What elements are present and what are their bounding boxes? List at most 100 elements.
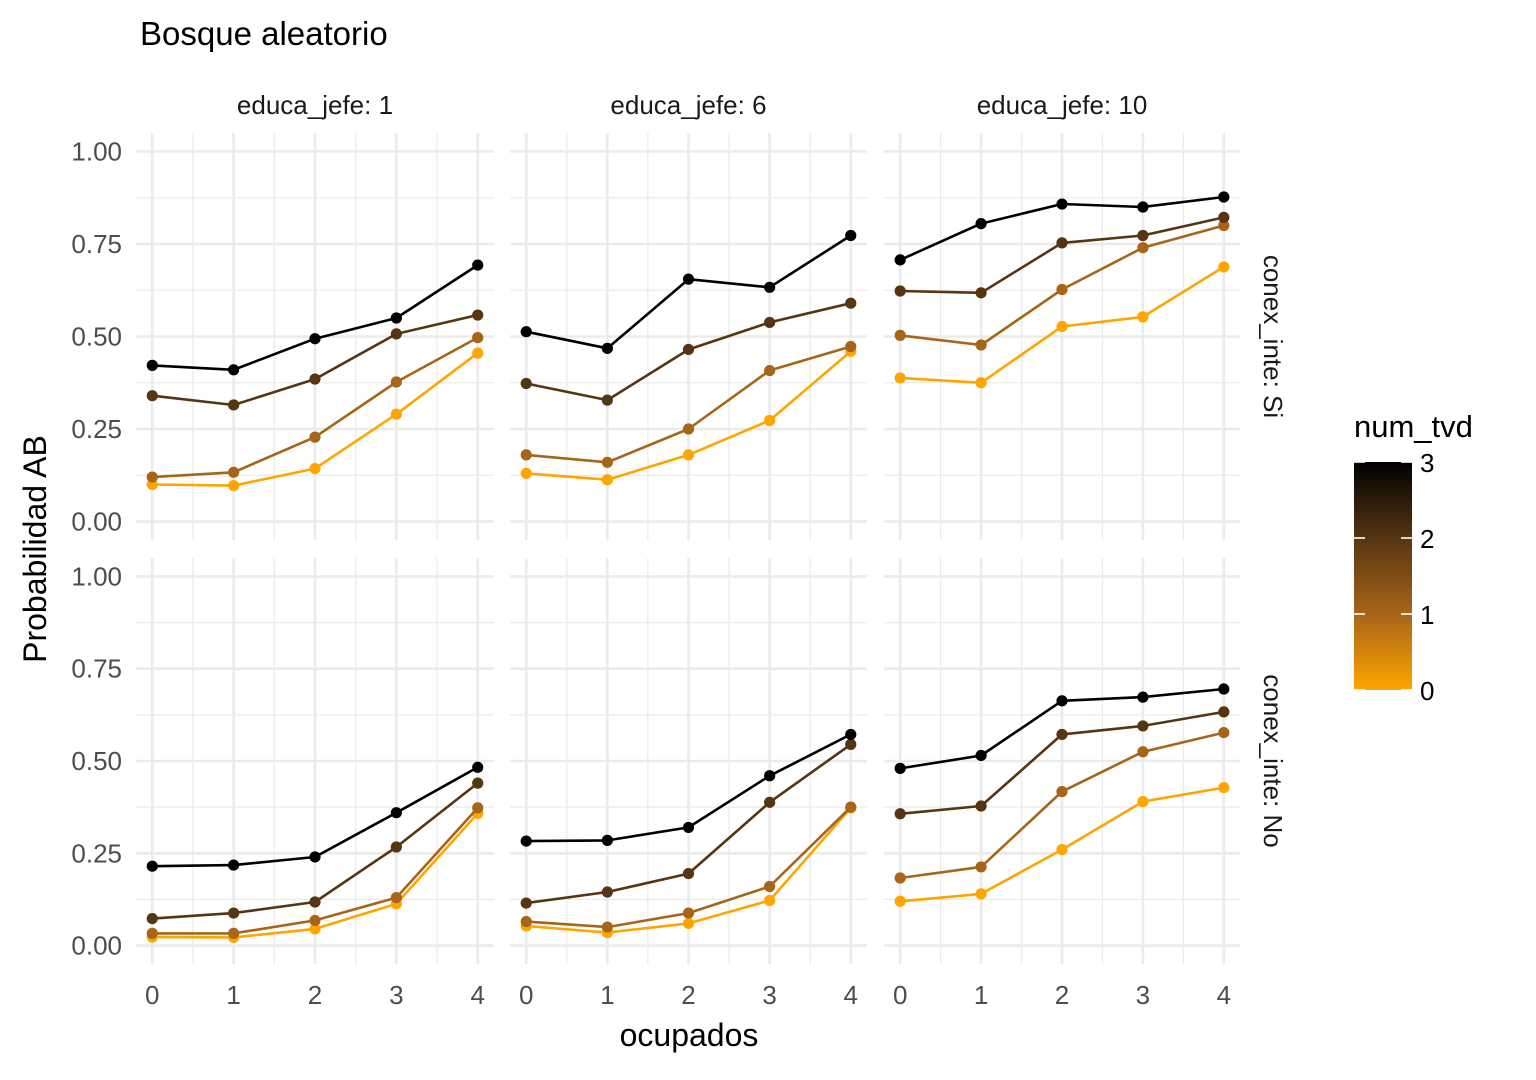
- panel-r0-c2: educa_jefe: 10 conex_inte: Si: [884, 90, 1288, 540]
- data-point: [1056, 695, 1068, 707]
- legend-tick-label: 2: [1420, 524, 1434, 554]
- y-tick-label: 0.50: [71, 746, 122, 776]
- data-point: [682, 273, 695, 285]
- data-point: [601, 342, 613, 354]
- y-tick-label: 0.75: [71, 654, 122, 684]
- data-point: [228, 907, 240, 919]
- data-point: [1218, 219, 1230, 232]
- data-point: [845, 297, 857, 309]
- data-point: [764, 894, 776, 907]
- x-tick-label: 0: [893, 980, 907, 1010]
- data-point: [894, 285, 906, 297]
- x-axis-title: ocupados: [620, 1017, 759, 1053]
- data-point: [764, 316, 776, 329]
- data-point: [472, 802, 484, 814]
- data-point: [975, 218, 987, 230]
- data-point: [1056, 728, 1068, 741]
- column-strip-label: educa_jefe: 6: [610, 90, 766, 120]
- data-point: [845, 801, 857, 813]
- data-point: [1218, 683, 1230, 695]
- data-point: [390, 408, 402, 420]
- data-point: [472, 259, 484, 271]
- data-point: [1137, 796, 1149, 808]
- data-point: [975, 800, 987, 812]
- data-point: [764, 364, 776, 377]
- data-point: [1056, 843, 1068, 856]
- data-point: [682, 449, 695, 461]
- data-point: [975, 339, 987, 351]
- data-point: [894, 254, 906, 266]
- data-point: [309, 923, 321, 935]
- data-point: [1218, 706, 1230, 718]
- data-point: [309, 896, 321, 908]
- data-point: [390, 376, 402, 388]
- data-point: [309, 851, 321, 863]
- data-point: [390, 841, 402, 853]
- x-tick-label: 1: [600, 980, 614, 1010]
- data-point: [975, 749, 987, 762]
- data-point: [682, 867, 695, 880]
- x-tick-label: 0: [145, 980, 159, 1010]
- data-point: [520, 467, 532, 479]
- y-tick-label: 0.25: [71, 838, 122, 868]
- data-point: [975, 861, 987, 873]
- data-point: [472, 309, 484, 321]
- x-tick-label: 1: [974, 980, 988, 1010]
- data-point: [764, 414, 776, 427]
- data-point: [682, 423, 695, 435]
- data-point: [1056, 320, 1068, 333]
- x-tick-label: 3: [762, 980, 776, 1010]
- data-point: [146, 359, 158, 371]
- data-point: [1218, 191, 1230, 203]
- data-point: [472, 777, 484, 789]
- data-point: [146, 927, 158, 939]
- data-point: [472, 761, 484, 773]
- data-point: [975, 377, 987, 389]
- data-point: [520, 377, 532, 390]
- legend-tick-label: 3: [1420, 448, 1434, 478]
- legend: num_tvd 0 1 2 3: [1354, 409, 1473, 706]
- y-tick-label: 0.50: [71, 322, 122, 352]
- data-point: [894, 808, 906, 820]
- y-tick-label: 1.00: [71, 561, 122, 591]
- data-point: [228, 466, 240, 478]
- data-point: [894, 329, 906, 341]
- data-point: [845, 229, 857, 242]
- data-point: [309, 333, 321, 345]
- data-point: [390, 891, 402, 904]
- y-tick-label: 0.75: [71, 229, 122, 259]
- data-point: [845, 340, 857, 353]
- x-tick-label: 0: [519, 980, 533, 1010]
- data-point: [1137, 201, 1149, 213]
- data-point: [601, 834, 613, 846]
- plot-layer: 0.00 0.25 0.50 0.75 1.00 educa_jefe: 1 educa_j…: [71, 90, 1288, 1010]
- x-tick-label: 1: [226, 980, 240, 1010]
- data-point: [390, 312, 402, 324]
- data-point: [520, 897, 532, 909]
- data-point: [894, 872, 906, 884]
- legend-ticks: 0 1 2 3: [1354, 448, 1434, 706]
- data-point: [309, 462, 321, 475]
- data-point: [228, 927, 240, 939]
- data-point: [764, 796, 776, 808]
- x-tick-label: 4: [1217, 980, 1231, 1010]
- data-point: [146, 913, 158, 925]
- data-point: [764, 770, 776, 782]
- row-strip-label: conex_inte: Si: [1258, 255, 1288, 418]
- data-point: [1218, 781, 1230, 794]
- data-point: [601, 921, 613, 933]
- data-point: [764, 281, 776, 293]
- data-point: [309, 373, 321, 385]
- y-tick-label: 1.00: [71, 137, 122, 167]
- row-strip-label: conex_inte: No: [1258, 674, 1288, 847]
- legend-title: num_tvd: [1354, 409, 1473, 444]
- panel-r0-c0: 0.00 0.25 0.50 0.75 1.00 educa_jefe: 1: [71, 90, 494, 540]
- data-point: [682, 907, 695, 919]
- data-point: [228, 859, 240, 871]
- data-point: [228, 399, 240, 411]
- data-point: [1056, 283, 1068, 296]
- legend-tick-label: 0: [1420, 676, 1434, 706]
- y-tick-label: 0.00: [71, 507, 122, 537]
- data-point: [1137, 720, 1149, 732]
